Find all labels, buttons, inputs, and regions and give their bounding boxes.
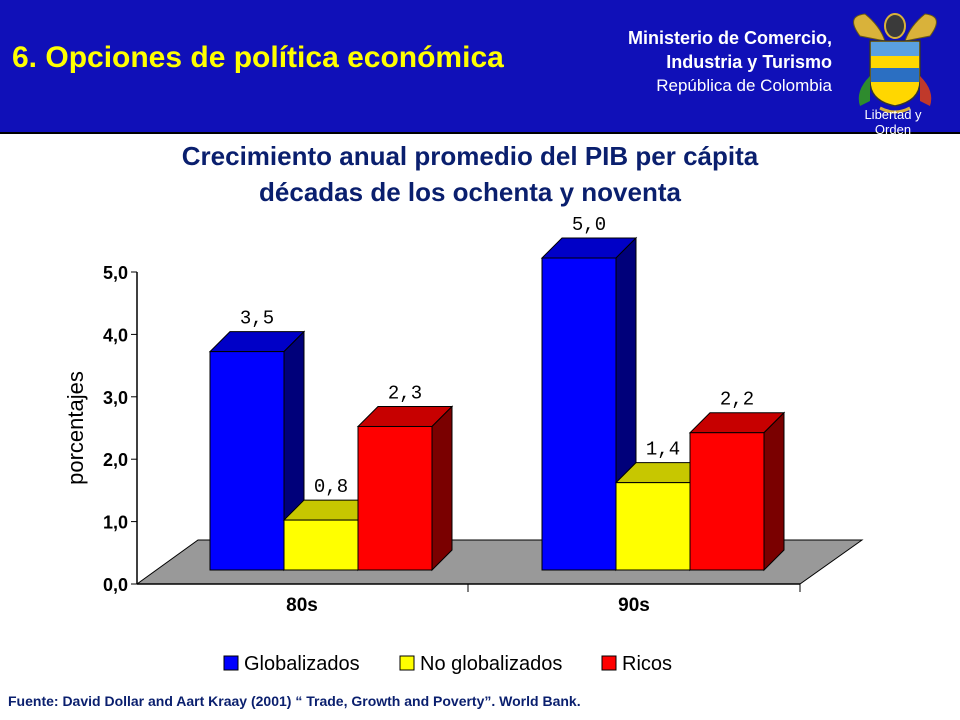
- chart-title-line-1: Crecimiento anual promedio del PIB per c…: [181, 141, 759, 171]
- bar: [615, 482, 691, 571]
- bar: [689, 432, 765, 571]
- data-label: 2,2: [720, 389, 754, 411]
- data-label: 0,8: [314, 476, 348, 498]
- bar: [541, 257, 617, 571]
- y-axis-label: porcentajes: [63, 371, 88, 485]
- y-tick-label: 1,0: [103, 513, 128, 533]
- slide-header: 6. Opciones de política económica Minist…: [0, 0, 960, 137]
- data-label: 1,4: [646, 439, 680, 461]
- ministry-block: Ministerio de Comercio, Industria y Turi…: [628, 26, 832, 98]
- y-tick-label: 2,0: [103, 450, 128, 470]
- ministry-line-3: República de Colombia: [656, 76, 832, 95]
- y-tick-label: 5,0: [103, 263, 128, 283]
- x-tick-label: 80s: [286, 595, 318, 616]
- chart-title: Crecimiento anual promedio del PIB per c…: [60, 138, 880, 210]
- data-label: 3,5: [240, 308, 274, 330]
- chart-title-line-2: décadas de los ochenta y noventa: [259, 177, 681, 207]
- y-tick-label: 0,0: [103, 575, 128, 595]
- motto-text: Libertad y Orden: [864, 107, 922, 137]
- x-tick-label: 90s: [618, 595, 650, 616]
- coat-of-arms-icon: [853, 13, 937, 114]
- y-tick-label: 3,0: [103, 388, 128, 408]
- data-label: 5,0: [572, 214, 606, 236]
- legend-swatch: [601, 655, 617, 671]
- source-note: Fuente: David Dollar and Aart Kraay (200…: [8, 693, 581, 709]
- ministry-line-2: Industria y Turismo: [666, 52, 832, 72]
- slide-title: 6. Opciones de política económica: [12, 41, 504, 74]
- bar-side: [763, 411, 785, 572]
- legend-label: Ricos: [622, 653, 672, 675]
- legend-swatch: [223, 655, 239, 671]
- bar: [357, 425, 433, 571]
- ministry-line-1: Ministerio de Comercio,: [627, 28, 832, 48]
- bar: [283, 519, 359, 571]
- legend-box: [214, 647, 716, 679]
- legend-label: Globalizados: [244, 653, 360, 675]
- y-tick-label: 4,0: [103, 325, 128, 345]
- bar: [209, 351, 285, 571]
- bar-side: [431, 405, 453, 572]
- legend-label: No globalizados: [420, 653, 562, 675]
- legend-swatch: [399, 655, 415, 671]
- data-label: 2,3: [388, 382, 422, 404]
